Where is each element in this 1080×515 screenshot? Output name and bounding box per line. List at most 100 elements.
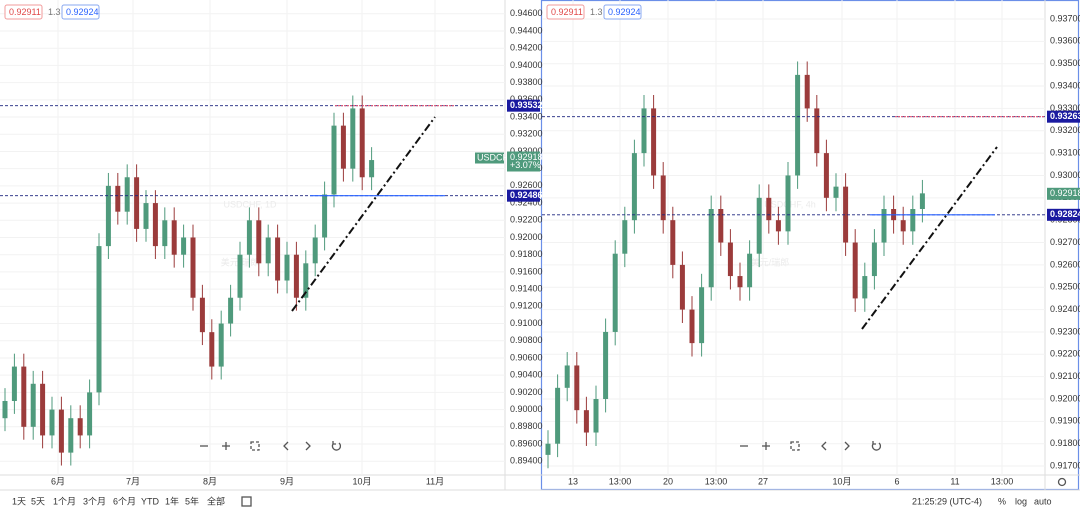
range-button[interactable]: 1天 — [12, 496, 26, 506]
candle-body — [265, 237, 271, 264]
candle-body — [699, 287, 705, 344]
zoom-in[interactable] — [762, 442, 770, 450]
candle-body — [77, 418, 83, 436]
candle-body — [833, 186, 839, 198]
candle-body — [775, 220, 781, 232]
level-tag — [507, 99, 540, 112]
y-tick-label: 0.90000 — [510, 404, 543, 414]
x-tick-label: 10月 — [832, 476, 851, 486]
x-tick-label: 20 — [663, 476, 673, 486]
y-tick-label: 0.91700 — [1050, 460, 1080, 470]
x-tick-label: 9月 — [280, 476, 294, 486]
range-button[interactable]: 6个月 — [113, 496, 136, 506]
candle-body — [747, 253, 753, 288]
candle-body — [2, 400, 8, 419]
y-tick-label: 0.92300 — [1050, 326, 1080, 336]
candle-body — [369, 160, 375, 178]
y-tick-label: 0.92400 — [510, 197, 543, 207]
candle-body — [593, 399, 599, 433]
level-label: 0.92486 — [510, 190, 543, 200]
candle-body — [900, 220, 906, 232]
candle-body — [228, 297, 234, 324]
y-tick-label: 0.91600 — [510, 266, 543, 276]
candle-body — [871, 242, 877, 277]
range-button[interactable]: 全部 — [207, 495, 225, 506]
reset-zoom[interactable] — [250, 441, 260, 451]
y-tick-label: 0.93200 — [1050, 125, 1080, 135]
y-tick-label: 0.91800 — [510, 249, 543, 259]
reset[interactable] — [331, 441, 342, 451]
candle-body — [804, 74, 810, 109]
candle-body — [312, 237, 318, 264]
candle-body — [660, 175, 666, 221]
last-tag — [1047, 187, 1080, 200]
candle-body — [574, 365, 580, 411]
candle-body — [21, 366, 27, 427]
candle-body — [651, 108, 657, 176]
candle-body — [612, 253, 618, 332]
candle-body — [218, 323, 224, 367]
range-button[interactable]: 5天 — [31, 496, 45, 506]
scroll-right[interactable] — [844, 441, 850, 451]
y-tick-label: 0.91900 — [1050, 416, 1080, 426]
candle-body — [190, 237, 196, 298]
candle-body — [199, 297, 205, 333]
candle-body — [303, 263, 309, 298]
range-button[interactable]: 5年 — [185, 495, 199, 506]
y-tick-label: 0.93700 — [1050, 13, 1080, 23]
bid-box[interactable] — [4, 4, 43, 20]
y-tick-label: 0.92000 — [1050, 393, 1080, 403]
y-tick-label: 0.93300 — [1050, 103, 1080, 113]
candle-body — [49, 409, 55, 436]
range-button[interactable]: 3个月 — [83, 496, 106, 506]
scroll-right[interactable] — [305, 441, 311, 451]
candle-body — [603, 331, 609, 399]
ask[interactable]: 0.92924 — [608, 7, 641, 17]
scroll-left[interactable] — [821, 441, 827, 451]
range-button[interactable]: 1年 — [165, 495, 179, 506]
y-tick-label: 0.91400 — [510, 284, 543, 294]
candle-body — [30, 383, 36, 427]
candle-body — [756, 197, 762, 254]
ask[interactable]: 0.92924 — [66, 7, 99, 17]
scroll-left[interactable] — [283, 441, 289, 451]
candle-body — [679, 264, 685, 310]
candle-body — [322, 194, 328, 238]
reset-zoom[interactable] — [790, 441, 800, 451]
y-tick-label: 0.90400 — [510, 370, 543, 380]
settings-icon[interactable] — [1057, 477, 1067, 487]
ask-box[interactable] — [603, 4, 642, 20]
candle-body — [181, 237, 187, 255]
compare-icon[interactable] — [241, 496, 252, 507]
y-tick-label: 0.89400 — [510, 456, 543, 466]
y-tick-label: 0.90200 — [510, 387, 543, 397]
scale-option[interactable]: log — [1015, 496, 1027, 506]
range-button[interactable]: 1个月 — [53, 496, 76, 506]
candle-body — [564, 365, 570, 388]
candle-body — [115, 185, 121, 212]
zoom-in[interactable] — [222, 442, 230, 450]
candle-body — [718, 209, 724, 243]
candle-body — [340, 125, 346, 169]
bid-box[interactable] — [546, 4, 585, 20]
y-tick-label: 0.93800 — [510, 77, 543, 87]
y-tick-label: 0.92100 — [1050, 371, 1080, 381]
trend-line[interactable] — [861, 146, 998, 330]
y-tick-label: 0.89600 — [510, 438, 543, 448]
y-tick-label: 0.92700 — [1050, 237, 1080, 247]
scale-option[interactable]: auto — [1034, 496, 1052, 506]
scale-option[interactable]: % — [998, 496, 1006, 506]
reset[interactable] — [871, 441, 882, 451]
ask-box[interactable] — [61, 4, 100, 20]
spread: 1.3 — [590, 7, 603, 17]
bid[interactable]: 0.92911 — [9, 7, 41, 17]
candle-body — [11, 366, 17, 401]
candle-body — [162, 220, 168, 247]
symbol-label: USDCHF — [477, 152, 515, 162]
candle-body — [795, 74, 801, 176]
range-button[interactable]: YTD — [141, 496, 160, 506]
last-tag — [507, 151, 540, 172]
candle-body — [293, 254, 299, 298]
bid[interactable]: 0.92911 — [551, 7, 583, 17]
candle-body — [134, 177, 140, 229]
